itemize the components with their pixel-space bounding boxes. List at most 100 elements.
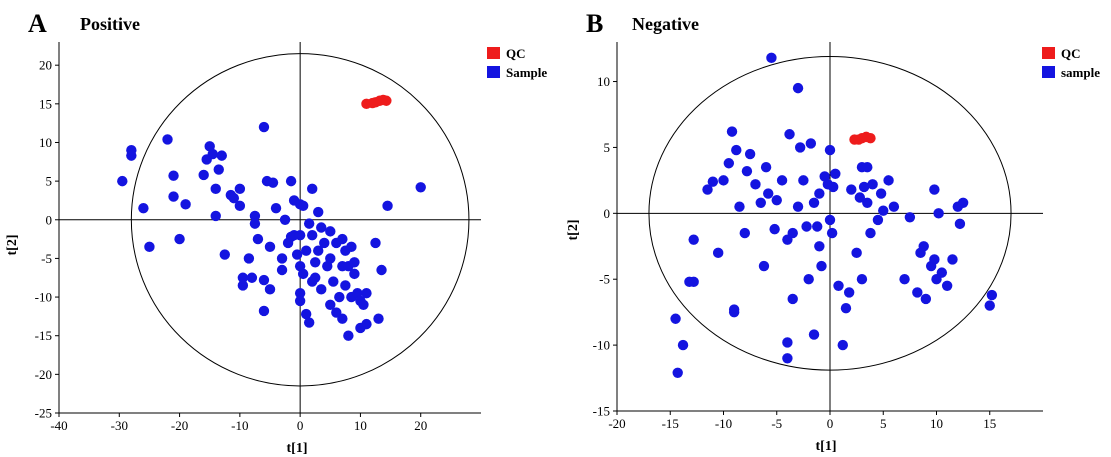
- x-tick-label: 0: [827, 416, 834, 431]
- sample-point: [755, 197, 766, 208]
- sample-point: [814, 241, 825, 252]
- sample-point: [947, 254, 958, 265]
- sample-point: [904, 212, 916, 223]
- sample-point: [303, 317, 315, 328]
- x-tick-label: -10: [231, 418, 248, 433]
- sample-point: [216, 150, 227, 161]
- sample-point: [718, 175, 729, 186]
- sample-point: [808, 329, 820, 340]
- sample-point: [792, 201, 804, 212]
- legend-swatch-sample: [487, 66, 500, 78]
- sample-point: [801, 221, 812, 232]
- sample-point: [805, 138, 817, 149]
- sample-point: [688, 234, 699, 245]
- sample-point: [252, 233, 264, 245]
- sample-point: [739, 227, 750, 239]
- sample-point: [872, 214, 884, 226]
- sample-point: [933, 208, 944, 219]
- sample-point: [878, 205, 889, 216]
- sample-point: [258, 274, 270, 286]
- sample-point: [728, 306, 740, 318]
- sample-point: [303, 218, 315, 229]
- sample-point: [373, 313, 384, 324]
- sample-point: [243, 253, 255, 264]
- y-tick-label: -25: [35, 406, 52, 421]
- panel-title-positive: Positive: [80, 14, 140, 34]
- legend-label-qc: QC: [506, 46, 526, 61]
- panel-negative: B Negative -20 -15 -10 -5 0 5 10 15-15-10-50510…: [566, 9, 1100, 454]
- sample-point: [291, 249, 303, 260]
- sample-point: [957, 197, 969, 208]
- y-axis-label-positive: t[2]: [5, 235, 20, 256]
- legend-label-qc: QC: [1061, 46, 1081, 61]
- sample-point: [750, 179, 761, 190]
- sample-point: [862, 197, 873, 208]
- sample-point: [867, 179, 878, 190]
- sample-point: [270, 202, 282, 214]
- sample-point: [361, 318, 372, 330]
- sample-point: [677, 339, 689, 351]
- sample-point: [213, 164, 224, 175]
- sample-point: [787, 227, 798, 239]
- sample-point: [837, 339, 848, 351]
- sample-point: [702, 184, 713, 195]
- panel-letter-a: A: [28, 9, 47, 38]
- y-tick-label: -5: [41, 251, 52, 266]
- sample-point: [180, 199, 191, 210]
- sample-point: [264, 284, 276, 295]
- sample-point: [276, 253, 288, 264]
- sample-point: [734, 201, 745, 212]
- sample-point: [929, 254, 940, 265]
- sample-point: [168, 170, 179, 181]
- sample-point: [337, 233, 348, 245]
- sample-point: [760, 161, 772, 173]
- sample-point: [234, 183, 246, 195]
- sample-point: [249, 210, 261, 222]
- sample-point: [117, 175, 128, 187]
- sample-point: [826, 227, 838, 239]
- sample-point: [210, 183, 221, 195]
- sample-point: [854, 192, 866, 203]
- legend-swatch-sample: [1042, 66, 1055, 78]
- sample-point: [144, 241, 155, 253]
- y-tick-label: -15: [593, 404, 610, 419]
- x-axis-label-negative: t[1]: [816, 439, 837, 454]
- sample-point: [726, 126, 738, 137]
- sample-point: [812, 221, 823, 232]
- sample-point: [138, 202, 149, 214]
- sample-point: [334, 291, 345, 303]
- sample-point: [794, 142, 806, 153]
- sample-point: [370, 237, 381, 249]
- sample-point: [731, 144, 742, 156]
- sample-point: [941, 280, 953, 292]
- sample-point: [297, 268, 309, 280]
- sample-point: [954, 218, 966, 230]
- sample-point: [174, 233, 185, 245]
- sample-point: [316, 222, 327, 233]
- sample-point: [361, 287, 372, 299]
- sample-point: [827, 181, 839, 193]
- sample-point: [883, 175, 894, 186]
- sample-point: [856, 274, 868, 285]
- panel-positive: A Positive -40 -30 -20 -10 0 10 20 -25 -20 -15 -10…: [5, 9, 547, 456]
- sample-point: [285, 175, 297, 187]
- sample-point: [300, 308, 312, 320]
- y-tick-label: 20: [39, 58, 52, 73]
- sample-point: [723, 158, 735, 169]
- sample-point: [210, 210, 221, 222]
- legend-label-sample: Sample: [506, 65, 547, 80]
- sample-point: [843, 287, 855, 298]
- sample-point: [349, 257, 360, 268]
- sample-point: [325, 299, 336, 310]
- plot-area-positive: -40 -30 -20 -10 0 10 20 -25 -20 -15 -10 -5 0 5 10 15 20: [35, 42, 481, 433]
- y-tick-label: -20: [35, 367, 52, 382]
- x-tick-label: -30: [111, 418, 128, 433]
- sample-point: [984, 300, 995, 311]
- sample-point: [858, 181, 870, 193]
- sample-point: [808, 197, 820, 208]
- sample-point: [258, 305, 270, 317]
- x-tick-label: -10: [715, 416, 732, 431]
- sample-point: [670, 313, 681, 324]
